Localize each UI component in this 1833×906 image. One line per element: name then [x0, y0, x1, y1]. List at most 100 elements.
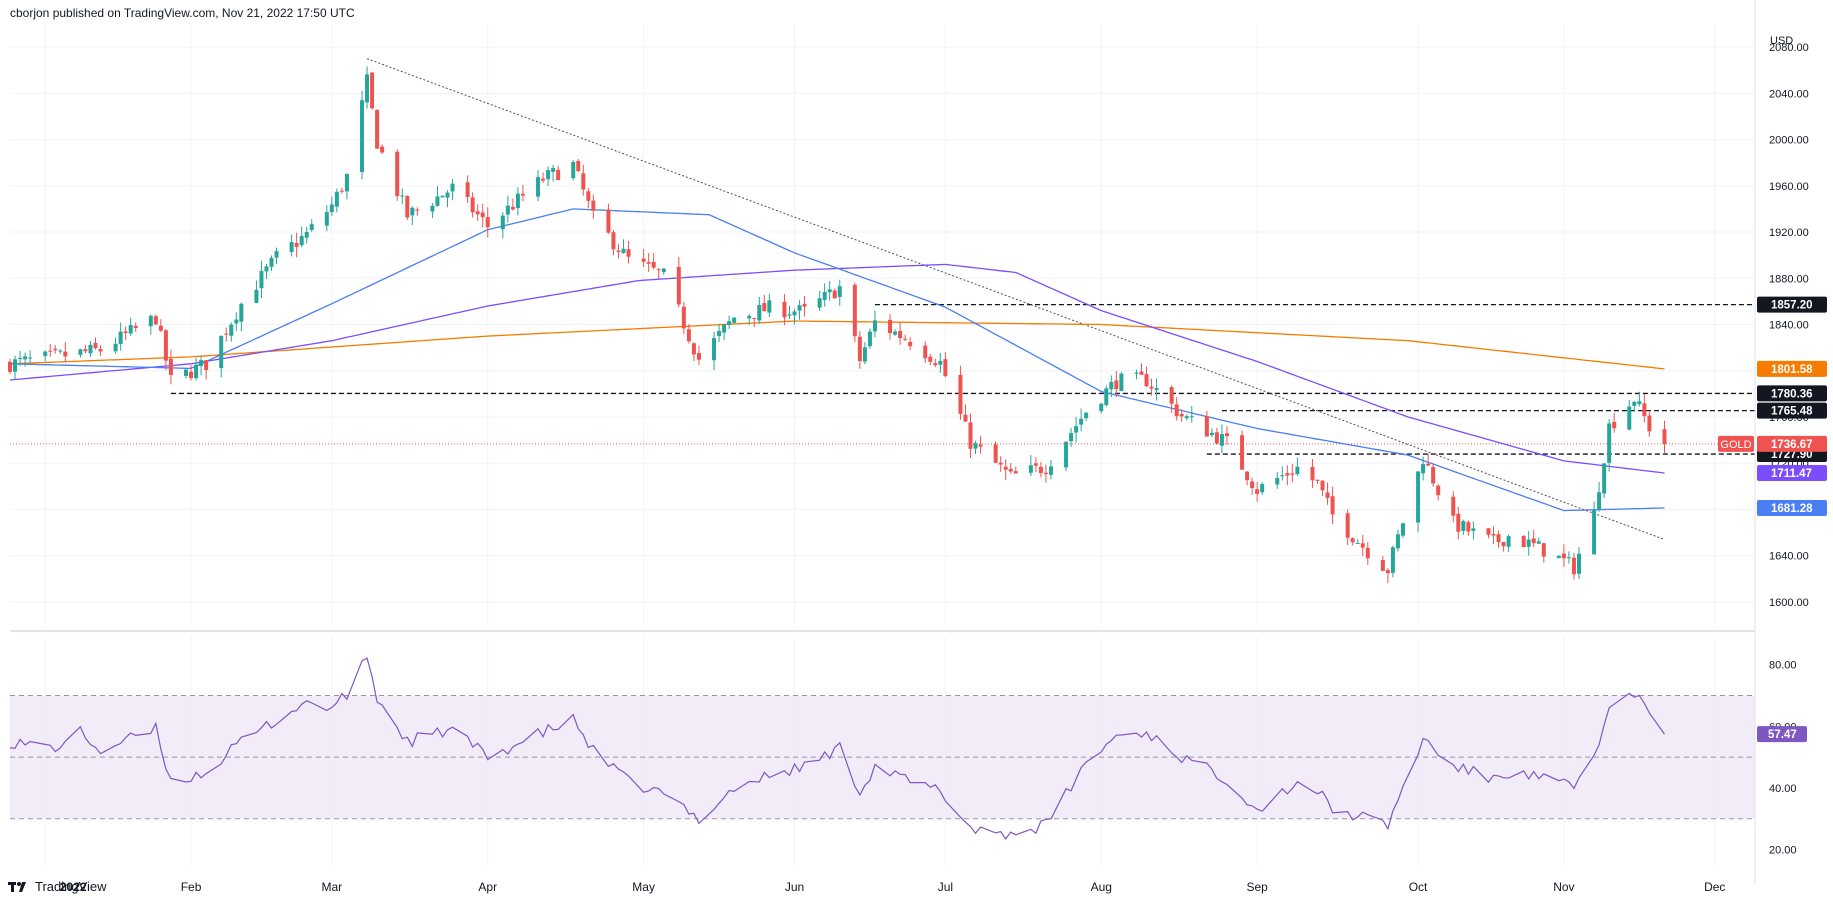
candle-body	[1119, 373, 1124, 391]
candle-body	[435, 196, 440, 206]
candle-body	[1003, 466, 1008, 470]
candle-body	[344, 173, 349, 192]
candle-body	[1038, 466, 1043, 474]
candle-body	[1114, 380, 1119, 389]
candle-body	[224, 333, 229, 335]
candle-body	[360, 100, 365, 173]
candle-body	[712, 338, 717, 361]
candle-body	[797, 305, 802, 311]
candle-body	[375, 110, 380, 149]
candle-body	[1214, 432, 1219, 444]
candle-body	[852, 284, 857, 337]
ma-badge-text: 1711.47	[1771, 468, 1812, 480]
candle-body	[148, 315, 153, 327]
candle-body	[1325, 492, 1330, 498]
candle-body	[938, 360, 943, 365]
candle-body	[1169, 387, 1174, 404]
candle-body	[1531, 538, 1536, 544]
candle-body	[63, 351, 68, 357]
candle-body	[1154, 388, 1159, 391]
candle-body	[802, 303, 807, 307]
candle-body	[510, 206, 515, 210]
candle-body	[1637, 401, 1642, 405]
candle-body	[1245, 471, 1250, 481]
level-badge-text: 1765.48	[1771, 406, 1813, 418]
candle-body	[1290, 473, 1295, 475]
candle-body	[1285, 473, 1290, 476]
brand-footer[interactable]: TradingView	[8, 879, 107, 894]
candle-body	[1642, 403, 1647, 417]
candle-body	[1471, 528, 1476, 531]
candle-body	[239, 303, 244, 322]
symbol-badge-box	[1718, 435, 1754, 452]
candle-body	[415, 209, 420, 211]
candle-body	[1662, 429, 1667, 444]
candle-body	[681, 306, 686, 329]
y-tick-label: 2040.00	[1769, 88, 1809, 100]
x-tick-label: Jul	[938, 880, 953, 894]
candle-body	[676, 266, 681, 305]
ma-badge-box	[1757, 360, 1827, 377]
candle-body	[98, 349, 103, 352]
candle-body	[1380, 560, 1385, 571]
candle-body	[817, 298, 822, 308]
candle-body	[1028, 465, 1033, 473]
candle-body	[395, 151, 400, 197]
candle-body	[1134, 372, 1139, 374]
candle-body	[943, 359, 948, 377]
candle-body	[1139, 371, 1144, 375]
level-badge-text: 1780.36	[1771, 388, 1813, 400]
candle-body	[1350, 538, 1355, 543]
publisher-caption: cborjon published on TradingView.com, No…	[10, 6, 355, 20]
candle-body	[168, 358, 173, 375]
rsi-y-tick-label: 40.00	[1769, 783, 1797, 795]
candle-body	[1084, 412, 1089, 419]
candle-body	[908, 341, 913, 347]
x-tick-label: Feb	[181, 880, 202, 894]
candle-body	[837, 286, 842, 297]
candle-body	[289, 242, 294, 252]
candle-body	[194, 364, 199, 379]
candle-body	[1496, 534, 1501, 543]
candle-body	[993, 444, 998, 463]
candle-body	[541, 178, 546, 181]
candle-body	[113, 343, 118, 352]
candle-body	[1295, 466, 1300, 475]
candle-body	[1521, 536, 1526, 548]
candle-body	[1426, 463, 1431, 466]
candle-body	[1421, 464, 1426, 474]
candle-body	[1541, 543, 1546, 557]
candle-body	[405, 195, 410, 218]
candle-body	[691, 343, 696, 355]
candle-body	[329, 204, 334, 213]
ma-badge-box	[1757, 499, 1827, 516]
candle-body	[1456, 513, 1461, 532]
candle-body	[576, 160, 581, 172]
candle-body	[1189, 416, 1194, 418]
candle-body	[591, 200, 596, 211]
candle-body	[133, 325, 138, 328]
x-tick-label: Dec	[1704, 880, 1725, 894]
y-tick-label: 1960.00	[1769, 181, 1809, 193]
candle-body	[1109, 381, 1114, 390]
candle-body	[1240, 435, 1245, 470]
candle-body	[1179, 413, 1184, 417]
candle-body	[928, 356, 933, 362]
candle-body	[787, 314, 792, 316]
candle-body	[1491, 534, 1496, 536]
brand-label: TradingView	[35, 879, 107, 894]
rsi-badge-text: 57.47	[1768, 729, 1797, 741]
candle-body	[370, 72, 375, 109]
horizontal-levels	[10, 303, 1755, 455]
candle-body	[1632, 401, 1637, 406]
candle-body	[963, 414, 968, 422]
candle-body	[872, 320, 877, 332]
candle-body	[1074, 426, 1079, 433]
candle-body	[1566, 557, 1571, 559]
pane-separator	[10, 630, 1755, 632]
candle-body	[1104, 388, 1109, 406]
candle-body	[1416, 471, 1421, 523]
candle-body	[199, 360, 204, 367]
rsi-y-tick-label: 20.00	[1769, 845, 1797, 857]
